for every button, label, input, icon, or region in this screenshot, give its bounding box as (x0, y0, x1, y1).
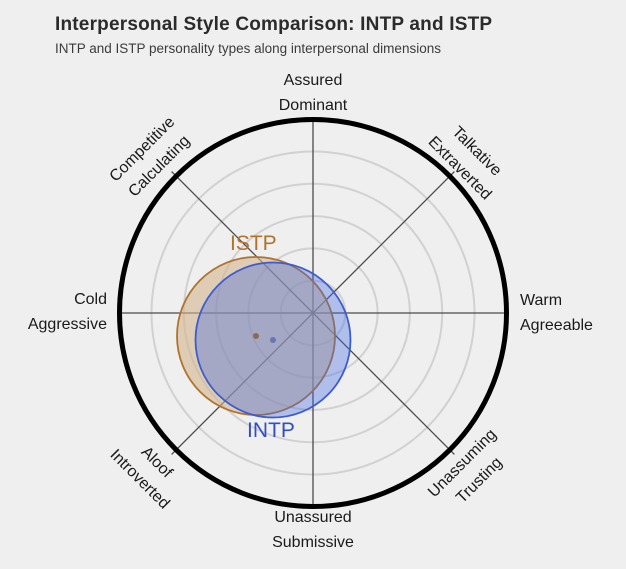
chart-title: Interpersonal Style Comparison: INTP and… (55, 14, 493, 35)
axis-label-line: Unassured (274, 509, 352, 526)
istp-series-label: ISTP (230, 232, 277, 255)
intp-center-dot (270, 337, 276, 343)
axis-label-assured-dominant: Assured Dominant (213, 68, 413, 118)
axis-label-line: Aggressive (27, 316, 107, 333)
axis-label-warm-agreeable: Warm Agreeable (520, 288, 593, 338)
axis-label-line: Agreeable (520, 317, 593, 334)
axis-label-line: Dominant (278, 97, 348, 114)
axis-label-line: Assured (283, 72, 343, 89)
axis-label-cold-aggressive: Cold Aggressive (0, 287, 107, 337)
chart-subtitle: INTP and ISTP personality types along in… (55, 41, 441, 56)
axis-label-line: Cold (74, 291, 107, 308)
outer-ring (117, 117, 509, 509)
axis-label-line: Warm (520, 292, 563, 309)
istp-center-dot (253, 333, 259, 339)
intp-series-label: INTP (247, 419, 295, 442)
axis-label-unassured-submissive: Unassured Submissive (213, 505, 413, 555)
axis-label-line: Submissive (272, 534, 354, 551)
